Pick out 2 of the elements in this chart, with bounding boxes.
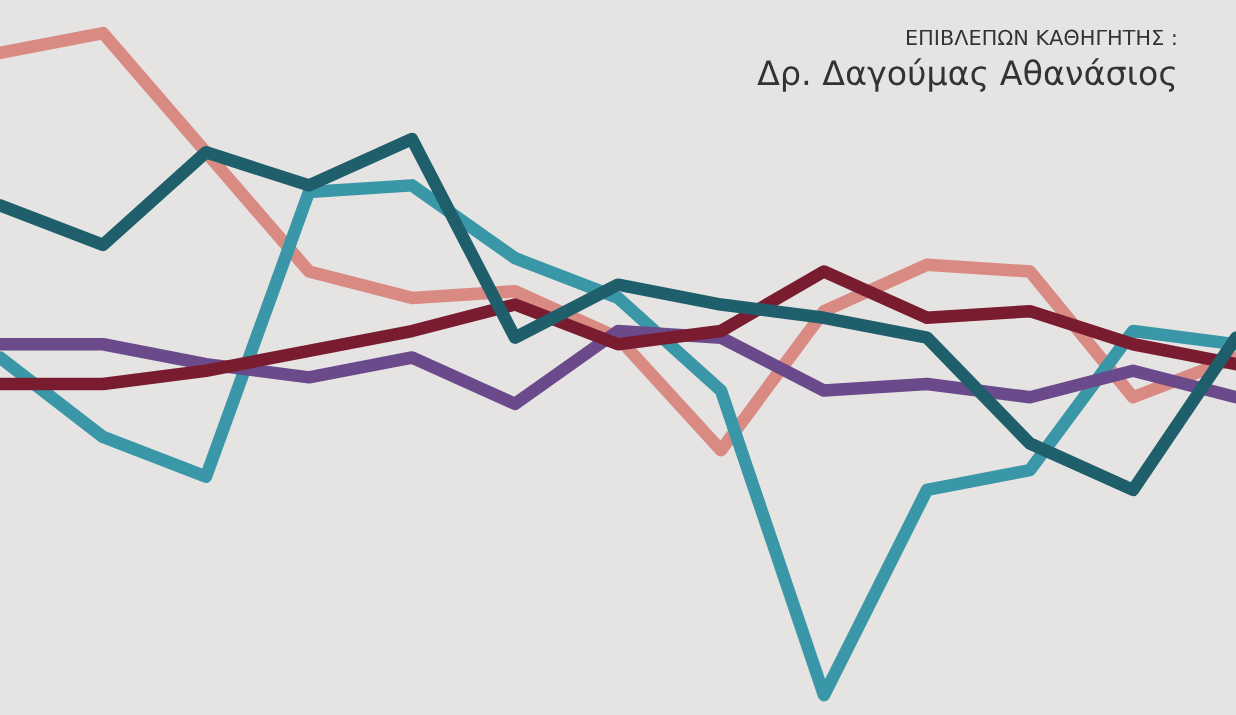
annotation: Δρ. Δαγούμας Αθανάσιος xyxy=(757,58,1175,92)
annotation: ΕΠΙΒΛΕΠΩΝ ΚΑΘΗΓΗΤΗΣ : xyxy=(907,29,1176,46)
